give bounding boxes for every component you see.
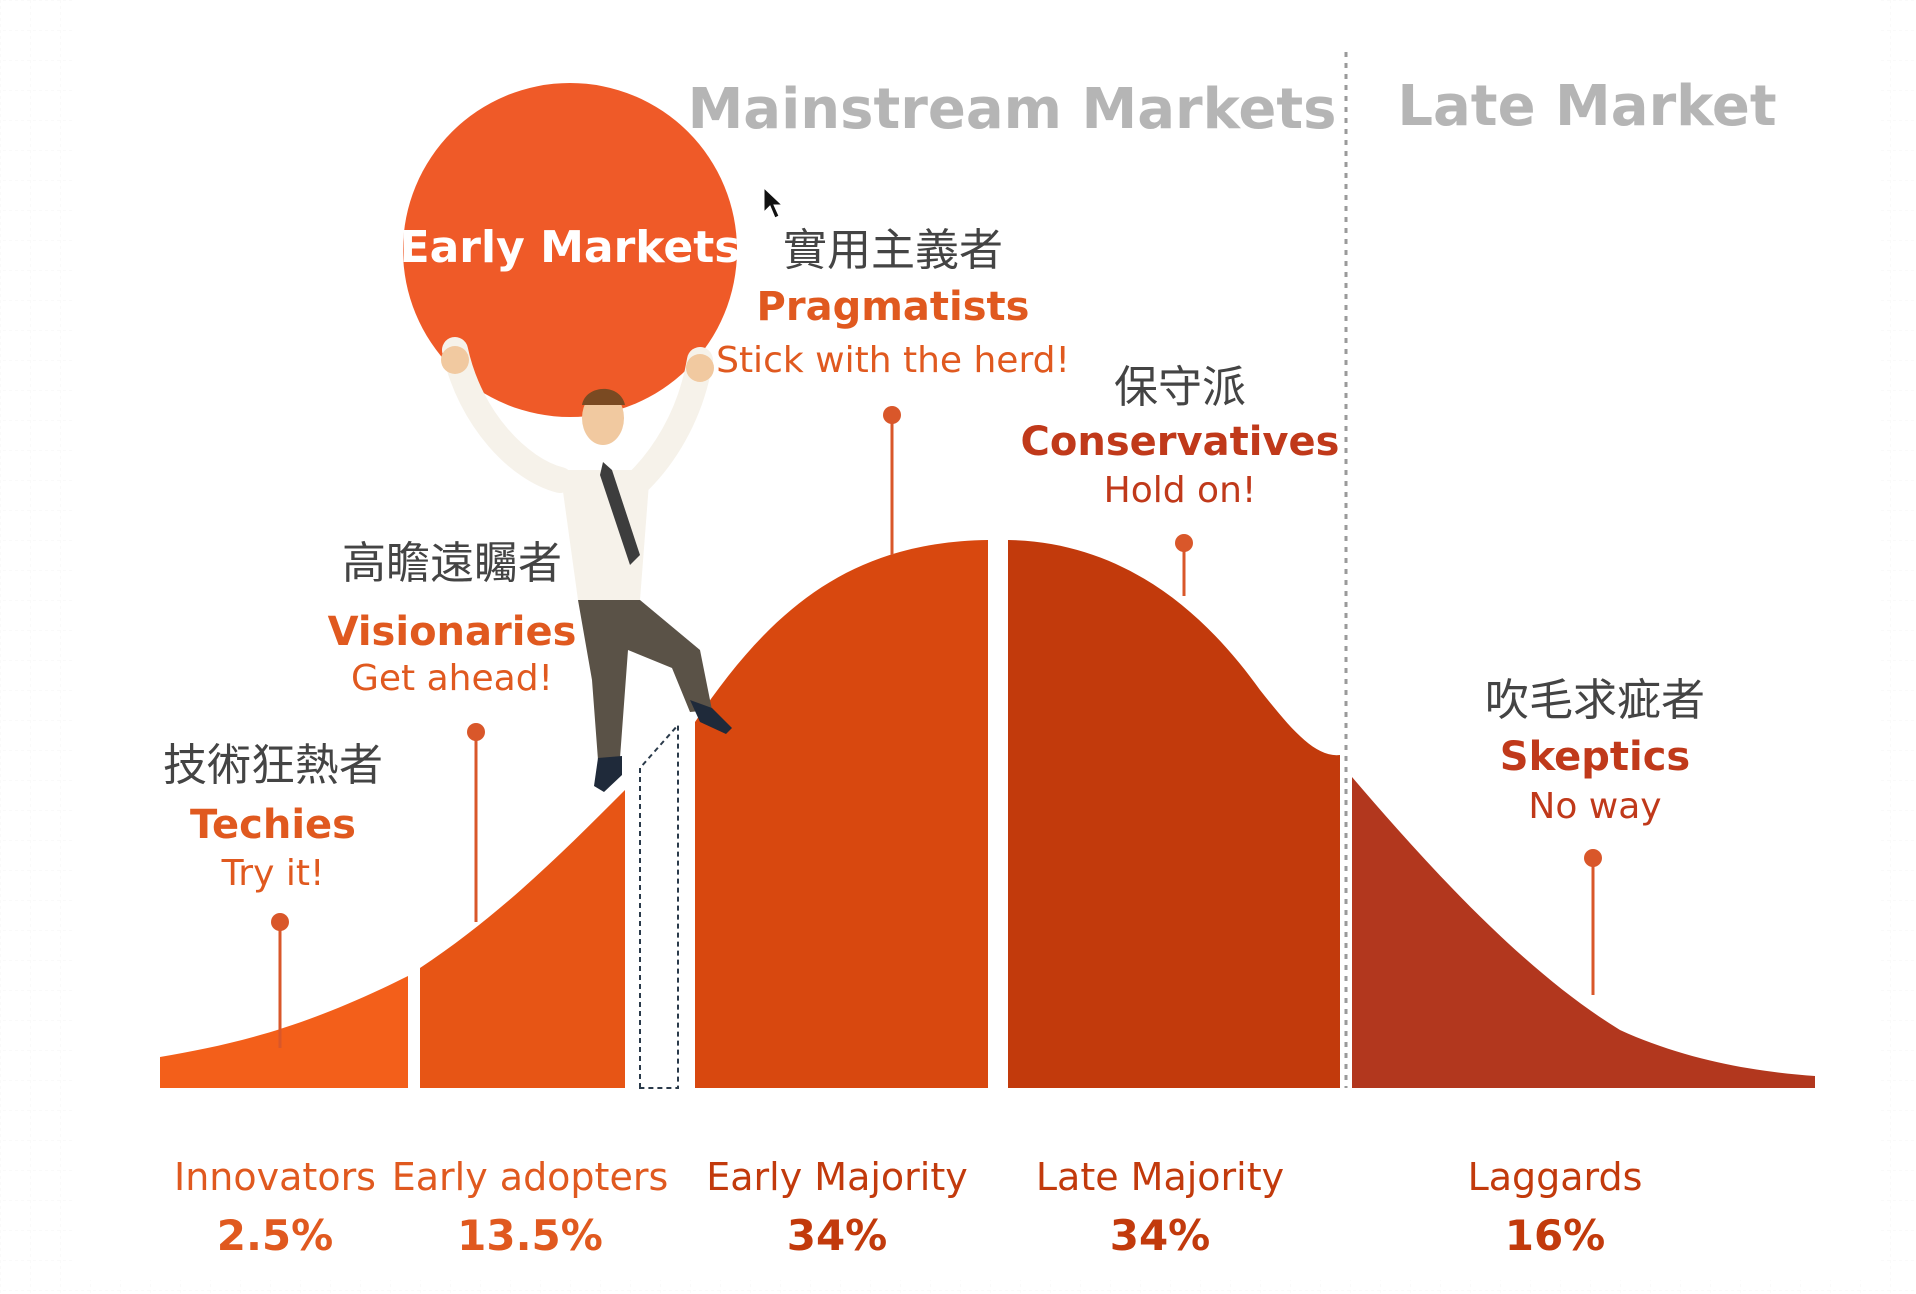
segment-percent-early-majority: 34% — [787, 1211, 888, 1260]
persona-title-laggards: Skeptics — [1500, 734, 1690, 780]
persona-title-late-majority: Conservatives — [1021, 419, 1340, 465]
segment-percent-late-majority: 34% — [1110, 1211, 1211, 1260]
marker-dot-late-majority — [1175, 534, 1193, 552]
segment-labels: Innovators 2.5% Early adopters 13.5% Early M… — [174, 1155, 1642, 1260]
persona-motto-early-adopters: Get ahead! — [351, 658, 553, 699]
segment-early-adopters — [420, 790, 625, 1088]
segment-name-late-majority: Late Majority — [1036, 1155, 1284, 1199]
marker-dot-innovators — [271, 913, 289, 931]
persona-title-early-majority: Pragmatists — [757, 284, 1030, 330]
cjk-label-innovators: 技術狂熱者 — [163, 740, 383, 791]
persona-motto-innovators: Try it! — [221, 853, 325, 894]
persona-motto-laggards: No way — [1528, 786, 1661, 827]
segment-innovators — [160, 976, 408, 1088]
segment-name-early-adopters: Early adopters — [392, 1155, 669, 1199]
left-grid-margin — [0, 0, 75, 1294]
mainstream-markets-heading: Mainstream Markets — [688, 77, 1337, 142]
segment-name-laggards: Laggards — [1468, 1155, 1643, 1199]
cjk-label-early-adopters: 高瞻遠矚者 — [342, 538, 562, 589]
segment-name-innovators: Innovators — [174, 1155, 376, 1199]
segment-percent-innovators: 2.5% — [217, 1211, 333, 1260]
segment-percent-laggards: 16% — [1505, 1211, 1606, 1260]
persona-motto-late-majority: Hold on! — [1104, 470, 1257, 511]
chasm-gap — [639, 722, 679, 1089]
persona-motto-early-majority: Stick with the herd! — [716, 340, 1070, 381]
segment-percent-early-adopters: 13.5% — [457, 1211, 603, 1260]
persona-title-innovators: Techies — [190, 802, 356, 848]
persona-title-early-adopters: Visionaries — [328, 609, 577, 655]
right-grid-margin — [1880, 0, 1916, 1294]
segment-early-majority — [695, 540, 988, 1088]
early-markets-label: Early Markets — [400, 222, 741, 273]
cjk-label-laggards: 吹毛求疵者 — [1485, 675, 1705, 726]
segment-markers — [271, 406, 1602, 1048]
late-market-heading: Late Market — [1397, 74, 1776, 139]
bell-curve — [160, 540, 1815, 1088]
cjk-label-late-majority: 保守派 — [1114, 362, 1246, 413]
man-holding-ball-icon — [441, 337, 732, 792]
marker-dot-early-majority — [883, 406, 901, 424]
marker-dot-laggards — [1584, 849, 1602, 867]
segment-name-early-majority: Early Majority — [706, 1155, 968, 1199]
early-markets-ball — [403, 83, 737, 417]
bottom-grid-margin — [0, 1280, 1916, 1294]
marker-dot-early-adopters — [467, 723, 485, 741]
cjk-label-early-majority: 實用主義者 — [783, 225, 1003, 276]
mouse-cursor-icon — [763, 186, 784, 219]
segment-late-majority — [1008, 540, 1340, 1088]
segment-laggards — [1352, 777, 1815, 1088]
